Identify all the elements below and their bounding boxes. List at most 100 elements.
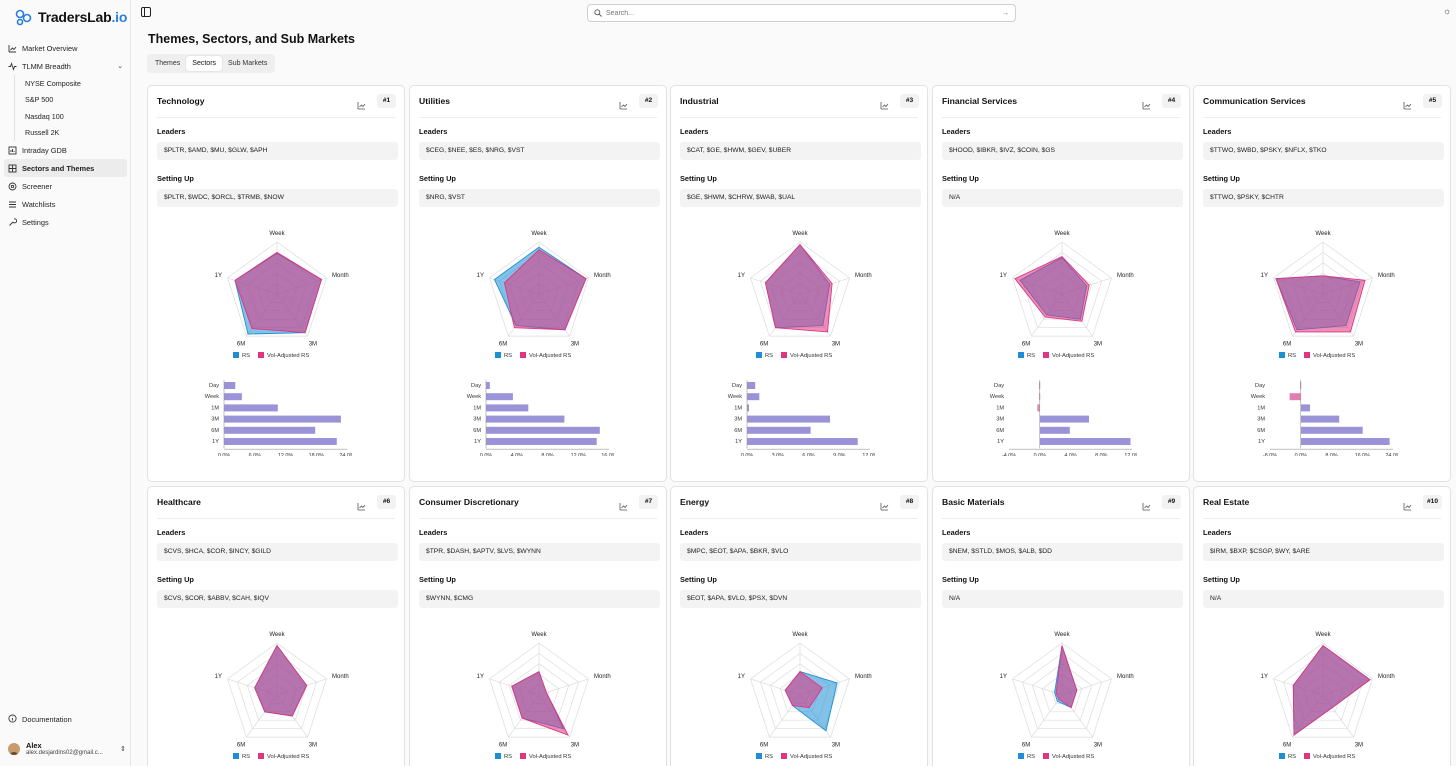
bar-tick-label: 8.0% [1095,453,1107,456]
list-icon [8,200,17,209]
chart-line-icon[interactable] [1142,498,1151,511]
legend-label-vol-rs[interactable]: Vol-Adjusted RS [267,353,309,359]
chart-line-icon[interactable] [880,97,889,110]
legend-label-rs[interactable]: RS [1288,754,1296,760]
leaders-label: Leaders [680,528,709,537]
sidebar-item-settings[interactable]: Settings [4,213,127,231]
chart-line-icon[interactable] [1403,498,1412,511]
legend-label-rs[interactable]: RS [1288,353,1296,359]
radar-chart: Week Month 3M 6M 1Y RS Vol-Adjusted RS [215,231,349,359]
chart-line-icon[interactable] [880,498,889,511]
legend-label-vol-rs[interactable]: Vol-Adjusted RS [790,353,832,359]
sidebar-item-label: Market Overview [22,43,78,53]
legend-label-rs[interactable]: RS [1027,754,1035,760]
sidebar-item-watchlists[interactable]: Watchlists [4,195,127,213]
radar-series-vol-adjusted-rs [764,243,833,333]
legend-label-rs[interactable]: RS [242,754,250,760]
legend-label-vol-rs[interactable]: Vol-Adjusted RS [1052,353,1094,359]
bar-1m [747,404,749,412]
legend-swatch-rs [756,352,762,358]
radar-axis-label: Week [531,632,547,638]
sidebar-item-market-overview[interactable]: Market Overview [4,39,127,57]
sidebar-item-screener[interactable]: Screener [4,177,127,195]
bar-1m [486,404,529,412]
sidebar-subitem-nyse[interactable]: NYSE Composite [25,78,81,88]
bar-tick-label: 0.0% [480,453,492,456]
rank-badge: #5 [1423,94,1442,108]
leaders-tickers: $HOOD, $IBKR, $IVZ, $COIN, $GS [942,142,1183,160]
leaders-tickers: $NEM, $STLD, $MOS, $ALB, $DD [942,543,1183,561]
sidebar-item-tlmm-breadth[interactable]: TLMM Breadth ⌄ [4,57,127,75]
rank-badge: #4 [1162,94,1181,108]
radar-axis-label: 6M [760,341,768,347]
radar-grid-ring [1012,241,1112,337]
legend-label-vol-rs[interactable]: Vol-Adjusted RS [790,754,832,760]
legend-swatch-vol-rs [1304,753,1310,759]
search-bar[interactable]: → [587,4,1016,22]
radar-axis-label: Month [1117,674,1134,680]
radar-chart: Week Month 3M 6M 1Y RS Vol-Adjusted RS [1261,231,1395,359]
radar-grid-ring [1273,241,1373,337]
bar-day [486,382,490,389]
radar-grid-ring [236,652,318,730]
radar-spoke [1012,678,1063,696]
logo[interactable]: TradersLab.io [14,6,127,28]
chart-line-icon[interactable] [1403,97,1412,110]
sidebar-item-intraday-gdb[interactable]: Intraday GDB [4,141,127,159]
radar-axis-label: 1Y [738,273,745,279]
legend-swatch-vol-rs [520,352,526,358]
sidebar-item-sectors-and-themes[interactable]: Sectors and Themes [4,159,127,177]
legend-label-vol-rs[interactable]: Vol-Adjusted RS [529,754,571,760]
chart-line-icon[interactable] [357,498,366,511]
tab-themes[interactable]: Themes [155,60,181,67]
bar-tick-label: 0.0% [1034,453,1046,456]
chart-line-icon[interactable] [619,97,628,110]
tab-sub-markets[interactable]: Sub Markets [228,60,268,67]
leaders-tickers: $PLTR, $AMD, $MU, $GLW, $APH [157,142,398,160]
bar-1y [1300,438,1390,445]
sidebar-subitem-sp500[interactable]: S&P 500 [25,95,54,105]
radar-grid-ring [1273,642,1373,738]
radar-grid-ring [489,642,589,738]
bar-tick-label: 24.0% [1385,453,1398,456]
tab-sectors[interactable]: Sectors [186,56,223,71]
radar-axis-label: 3M [1094,742,1102,748]
sidebar-subitem-russell2k[interactable]: Russell 2K [25,128,60,138]
legend-label-rs[interactable]: RS [242,353,250,359]
sidebar-subitem-nasdaq100[interactable]: Nasdaq 100 [25,111,64,121]
legend-label-vol-rs[interactable]: Vol-Adjusted RS [1052,754,1094,760]
chart-line-icon[interactable] [357,97,366,110]
user-menu[interactable]: Alex alex.desjardins02@gmail.c... ⇕ [8,740,126,758]
bar-category-label: 1M [996,405,1004,411]
search-input[interactable] [606,9,986,17]
legend-label-rs[interactable]: RS [504,754,512,760]
chart-line-icon[interactable] [1142,97,1151,110]
avatar [8,743,20,755]
radar-axis-label: 1Y [1261,273,1268,279]
leaders-label: Leaders [942,127,971,136]
arrow-right-icon[interactable]: → [1002,9,1009,17]
legend-label-rs[interactable]: RS [504,353,512,359]
bar-week [1289,393,1301,401]
chevron-down-icon[interactable]: ⌄ [117,63,123,70]
sidebar-toggle-button[interactable] [141,7,151,17]
legend-label-rs[interactable]: RS [1027,353,1035,359]
legend-label-rs[interactable]: RS [765,754,773,760]
radar-chart: Week Month 3M 6M 1Y RS Vol-Adjusted RS [1261,632,1395,760]
sector-card: Technology #1 Leaders $PLTR, $AMD, $MU, $GL… [147,85,405,482]
legend-label-vol-rs[interactable]: Vol-Adjusted RS [267,754,309,760]
sidebar-item-label: Intraday GDB [22,145,67,155]
legend-label-vol-rs[interactable]: Vol-Adjusted RS [1313,353,1355,359]
sector-title: Real Estate [1203,497,1250,507]
logo-text: TradersLab.io [38,9,128,25]
legend-label-rs[interactable]: RS [765,353,773,359]
radar-axis-label: 3M [1355,341,1363,347]
chart-line-icon[interactable] [619,498,628,511]
filter-icon [8,182,17,191]
legend-label-vol-rs[interactable]: Vol-Adjusted RS [1313,754,1355,760]
radar-axis-label: 3M [571,341,579,347]
sun-icon[interactable]: ☼ [1443,6,1452,16]
legend-label-vol-rs[interactable]: Vol-Adjusted RS [529,353,571,359]
divider [1203,117,1441,118]
documentation-link[interactable]: Documentation [8,714,72,725]
